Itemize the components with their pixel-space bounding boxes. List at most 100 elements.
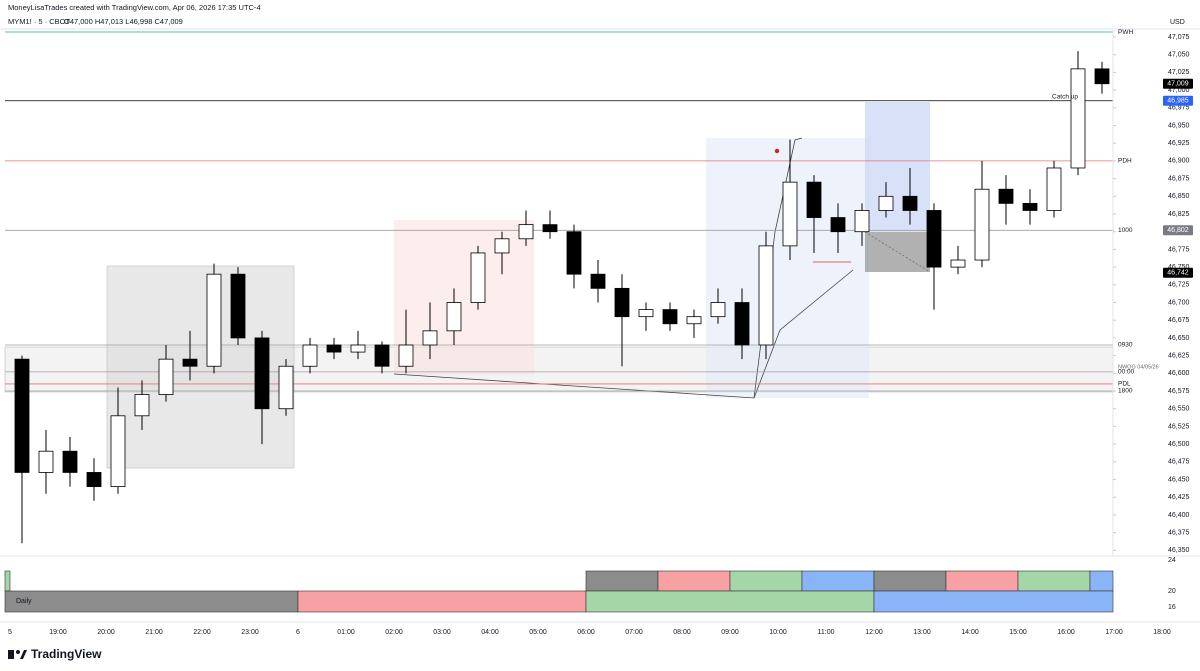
x-tick-label: 12:00 (865, 629, 883, 636)
candle-body (302, 344, 318, 367)
candle-body (158, 358, 174, 395)
candle-body (86, 472, 102, 488)
indicator-tick: 16 (1168, 604, 1176, 611)
session-bars (4, 570, 1114, 613)
credit: MoneyLisaTrades created with TradingView… (8, 3, 261, 12)
x-tick-label: 6 (296, 629, 300, 636)
level-label: 1000 (1118, 227, 1133, 234)
level-label: PDL (1118, 381, 1131, 388)
indicator-tick: 20 (1168, 588, 1176, 595)
y-tick-label: 46,750 (1168, 264, 1190, 271)
symbol: MYM1! · 5 · CBOT (8, 17, 71, 26)
x-tick-label: 21:00 (145, 629, 163, 636)
candle-body (710, 302, 726, 318)
candle-body (470, 252, 486, 303)
indicator-label: Daily (16, 598, 32, 605)
y-tick-label: 47,050 (1168, 52, 1190, 59)
y-tick-label: 47,075 (1168, 34, 1190, 41)
candle-body (38, 450, 54, 473)
level-label: 0930 (1118, 342, 1133, 349)
candle-body (62, 450, 78, 473)
candle-body (542, 224, 558, 233)
x-tick-label: 19:00 (49, 629, 67, 636)
y-tick-label: 46,525 (1168, 423, 1190, 430)
x-tick-label: 09:00 (721, 629, 739, 636)
level-label: Catch up (1052, 93, 1078, 100)
brand: TradingView (31, 647, 102, 661)
y-tick-label: 46,975 (1168, 105, 1190, 112)
y-tick-label: 47,000 (1168, 87, 1190, 94)
y-tick-label: 46,550 (1168, 406, 1190, 413)
x-tick-label: 01:00 (337, 629, 355, 636)
candle-body (950, 259, 966, 268)
level-label: PWH (1118, 29, 1133, 36)
x-tick-label: 17:00 (1105, 629, 1123, 636)
brand-logo (8, 650, 27, 659)
x-tick-label: 08:00 (673, 629, 691, 636)
price-tag (1163, 78, 1193, 89)
candle-body (830, 217, 846, 233)
candle-body (662, 309, 678, 325)
price-tag-label: 46,985 (1167, 98, 1189, 105)
y-tick-label: 46,675 (1168, 317, 1190, 324)
candle-body (902, 195, 918, 211)
y-tick-label: 46,350 (1168, 547, 1190, 554)
y-tick-label: 46,475 (1168, 459, 1190, 466)
candle-body (1070, 68, 1086, 169)
y-tick-label: 46,700 (1168, 299, 1190, 306)
candle-body (614, 287, 630, 318)
y-tick-label: 46,450 (1168, 476, 1190, 483)
price-tag-label: 47,009 (1167, 81, 1189, 88)
candle-body (14, 358, 30, 473)
price-tag (1163, 267, 1193, 278)
candle-body (1046, 167, 1062, 211)
candle-body (758, 245, 774, 346)
annotation: NWOG 04/05/26 (1118, 364, 1159, 370)
candle-body (374, 344, 390, 367)
candle-body (878, 195, 894, 211)
x-tick-label: 13:00 (913, 629, 931, 636)
y-tick-label: 46,575 (1168, 388, 1190, 395)
candle-body (494, 238, 510, 254)
price-tag-label: 46,802 (1167, 227, 1189, 234)
x-tick-label: 06:00 (577, 629, 595, 636)
drawing (864, 231, 931, 273)
y-tick-label: 46,400 (1168, 512, 1190, 519)
x-tick-label: 02:00 (385, 629, 403, 636)
x-tick-label: 23:00 (241, 629, 259, 636)
y-tick-label: 46,425 (1168, 494, 1190, 501)
candle-body (350, 344, 366, 353)
x-tick-label: 16:00 (1057, 629, 1075, 636)
candle-body (566, 231, 582, 275)
candle-body (134, 394, 150, 417)
price-tag-label: 46,742 (1167, 270, 1189, 277)
y-tick-label: 47,025 (1168, 69, 1190, 76)
candle-body (182, 358, 198, 367)
y-tick-label: 46,650 (1168, 335, 1190, 342)
y-tick-label: 46,925 (1168, 140, 1190, 147)
candle-body (518, 224, 534, 240)
candle-body (1094, 68, 1110, 85)
candle-body (782, 181, 798, 247)
x-tick-label: 14:00 (961, 629, 979, 636)
y-tick-label: 46,875 (1168, 175, 1190, 182)
candle-body (326, 344, 342, 353)
price-tag (1163, 225, 1193, 236)
session-box (865, 102, 930, 232)
marker (774, 148, 780, 154)
candle-body (686, 316, 702, 325)
candle-body (398, 344, 414, 367)
candle-body (974, 188, 990, 261)
y-tick-label: 46,375 (1168, 529, 1190, 536)
level-label: 00:00 (1118, 369, 1135, 376)
candle-body (926, 210, 942, 268)
y-tick-label: 46,900 (1168, 158, 1190, 165)
candle-body (254, 337, 270, 410)
x-tick-label: 22:00 (193, 629, 211, 636)
candle-body (806, 181, 822, 218)
candle-body (422, 330, 438, 346)
x-tick-label: 18:00 (1153, 629, 1171, 636)
x-tick-label: 03:00 (433, 629, 451, 636)
price-tag (1163, 95, 1193, 106)
